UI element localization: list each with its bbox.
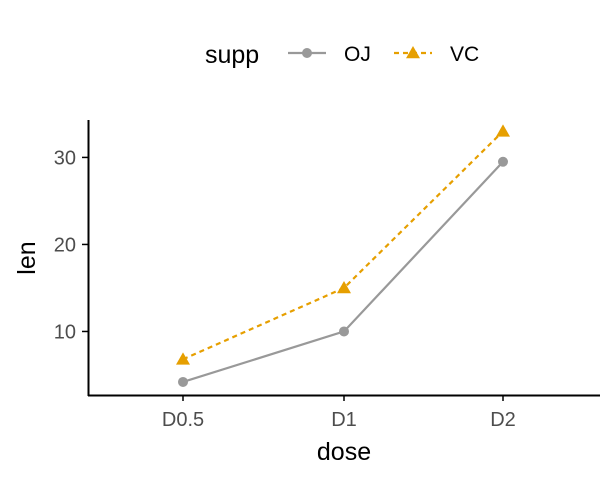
legend-key-marker-vc: [406, 46, 420, 59]
x-tick-label-d0-5: D0.5: [162, 409, 204, 431]
data-point-oj-d1: [339, 326, 349, 337]
plot-area: [176, 124, 510, 387]
data-point-vc-d1: [337, 280, 351, 294]
series-line-vc: [182, 130, 504, 361]
axes: dose len 10 20 30 D0.5 D1 D2: [13, 120, 600, 466]
y-tick-label-20: 20: [54, 234, 76, 256]
data-point-vc-d2: [496, 124, 510, 137]
y-axis-title: len: [13, 241, 41, 274]
data-point-vc-d0-5: [176, 352, 190, 365]
data-point-oj-d2: [498, 156, 508, 167]
legend-label-vc: VC: [450, 43, 479, 66]
legend-key-marker-oj: [302, 48, 312, 58]
legend-title: supp: [205, 41, 259, 69]
legend-label-oj: OJ: [344, 43, 371, 66]
x-tick-label-d2: D2: [490, 409, 516, 431]
data-point-oj-d0-5: [178, 376, 188, 387]
y-tick-label-30: 30: [54, 147, 76, 169]
legend: supp OJ VC: [205, 41, 479, 69]
y-tick-label-10: 10: [54, 321, 76, 343]
x-tick-label-d1: D1: [331, 409, 357, 431]
x-axis-title: dose: [317, 438, 371, 466]
series-line-oj: [182, 161, 504, 383]
